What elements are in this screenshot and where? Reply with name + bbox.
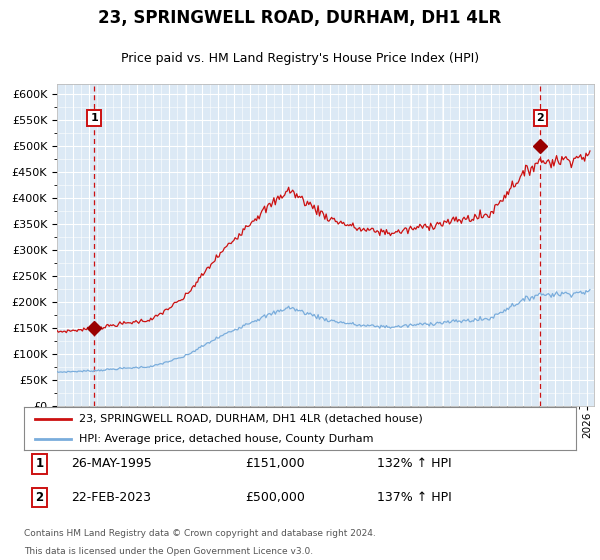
Text: £500,000: £500,000 [245, 491, 305, 504]
Text: Contains HM Land Registry data © Crown copyright and database right 2024.: Contains HM Land Registry data © Crown c… [24, 529, 376, 538]
Text: 1: 1 [91, 113, 98, 123]
Text: 2: 2 [35, 491, 44, 504]
Text: 137% ↑ HPI: 137% ↑ HPI [377, 491, 452, 504]
Text: 1: 1 [35, 458, 44, 470]
Text: HPI: Average price, detached house, County Durham: HPI: Average price, detached house, Coun… [79, 434, 374, 444]
Text: 26-MAY-1995: 26-MAY-1995 [71, 458, 152, 470]
Text: Price paid vs. HM Land Registry's House Price Index (HPI): Price paid vs. HM Land Registry's House … [121, 52, 479, 65]
Text: 132% ↑ HPI: 132% ↑ HPI [377, 458, 452, 470]
Text: This data is licensed under the Open Government Licence v3.0.: This data is licensed under the Open Gov… [24, 548, 313, 557]
Text: 2: 2 [536, 113, 544, 123]
Text: 23, SPRINGWELL ROAD, DURHAM, DH1 4LR: 23, SPRINGWELL ROAD, DURHAM, DH1 4LR [98, 9, 502, 27]
Text: 23, SPRINGWELL ROAD, DURHAM, DH1 4LR (detached house): 23, SPRINGWELL ROAD, DURHAM, DH1 4LR (de… [79, 414, 423, 423]
Text: £151,000: £151,000 [245, 458, 304, 470]
Text: 22-FEB-2023: 22-FEB-2023 [71, 491, 151, 504]
